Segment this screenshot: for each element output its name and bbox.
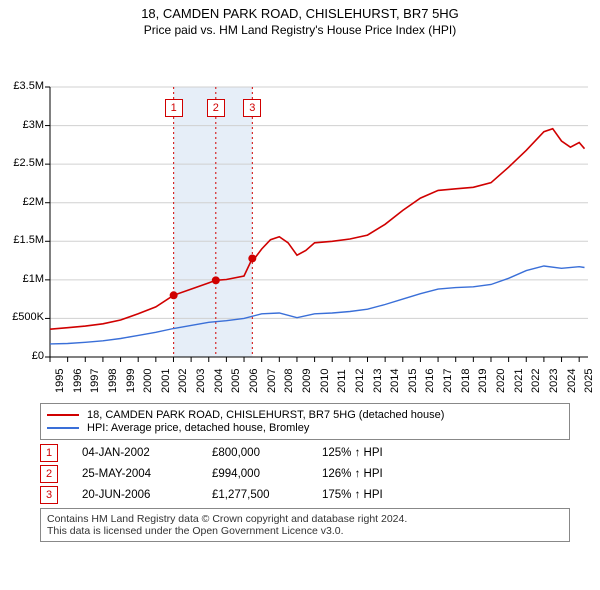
chart-area: £0 £500K £1M £1.5M £2M £2.5M £3M £3.5M 1995 1996 1… (0, 37, 600, 397)
sale-marker-badge: 2 (207, 99, 225, 117)
y-tick-label: £2M (0, 196, 44, 208)
x-tick-label: 2003 (195, 369, 207, 393)
x-tick-label: 1998 (107, 369, 119, 393)
sale-marker-badge: 3 (243, 99, 261, 117)
x-tick-label: 2008 (283, 369, 295, 393)
chart-title-address: 18, CAMDEN PARK ROAD, CHISLEHURST, BR7 5… (0, 6, 600, 21)
x-tick-label: 1997 (89, 369, 101, 393)
x-tick-label: 2004 (213, 369, 225, 393)
legend-label: 18, CAMDEN PARK ROAD, CHISLEHURST, BR7 5… (87, 409, 444, 421)
sale-marker-badge: 1 (165, 99, 183, 117)
x-tick-label: 2024 (566, 369, 578, 393)
sale-badge: 3 (40, 486, 58, 504)
sale-date: 20-JUN-2006 (82, 489, 212, 501)
y-tick-label: £3M (0, 119, 44, 131)
x-tick-label: 2013 (372, 369, 384, 393)
sale-row: 1 04-JAN-2002£800,000125% ↑ HPI (40, 444, 570, 462)
x-tick-label: 2002 (177, 369, 189, 393)
footer-line-1: Contains HM Land Registry data © Crown c… (47, 513, 563, 525)
footer-attribution: Contains HM Land Registry data © Crown c… (40, 508, 570, 542)
sale-price: £1,277,500 (212, 489, 322, 501)
x-tick-label: 2000 (142, 369, 154, 393)
sale-row: 3 20-JUN-2006£1,277,500175% ↑ HPI (40, 486, 570, 504)
x-tick-label: 2016 (424, 369, 436, 393)
x-tick-label: 2021 (513, 369, 525, 393)
sale-row: 2 25-MAY-2004£994,000126% ↑ HPI (40, 465, 570, 483)
sale-price: £800,000 (212, 447, 322, 459)
legend-label: HPI: Average price, detached house, Brom… (87, 422, 309, 434)
x-tick-label: 2020 (495, 369, 507, 393)
x-tick-label: 2010 (319, 369, 331, 393)
sale-badge: 2 (40, 465, 58, 483)
x-tick-label: 2015 (407, 369, 419, 393)
y-tick-label: £1M (0, 273, 44, 285)
x-tick-label: 2019 (477, 369, 489, 393)
x-tick-label: 2025 (583, 369, 595, 393)
x-tick-label: 2006 (248, 369, 260, 393)
sale-pct: 125% ↑ HPI (322, 447, 432, 459)
y-tick-label: £3.5M (0, 80, 44, 92)
x-tick-label: 2017 (442, 369, 454, 393)
y-tick-label: £500K (0, 311, 44, 323)
x-tick-label: 2009 (301, 369, 313, 393)
chart-svg (0, 37, 600, 397)
y-tick-label: £1.5M (0, 234, 44, 246)
page: 18, CAMDEN PARK ROAD, CHISLEHURST, BR7 5… (0, 0, 600, 542)
x-tick-label: 2007 (266, 369, 278, 393)
x-tick-label: 2023 (548, 369, 560, 393)
x-tick-label: 1996 (72, 369, 84, 393)
sale-date: 04-JAN-2002 (82, 447, 212, 459)
footer-line-2: This data is licensed under the Open Gov… (47, 525, 563, 537)
x-tick-label: 2018 (460, 369, 472, 393)
x-tick-label: 2022 (530, 369, 542, 393)
legend-swatch (47, 427, 79, 429)
chart-titles: 18, CAMDEN PARK ROAD, CHISLEHURST, BR7 5… (0, 0, 600, 37)
x-tick-label: 1995 (54, 369, 66, 393)
sale-date: 25-MAY-2004 (82, 468, 212, 480)
x-tick-label: 2005 (230, 369, 242, 393)
y-tick-label: £0 (0, 350, 44, 362)
y-tick-label: £2.5M (0, 157, 44, 169)
x-tick-label: 2014 (389, 369, 401, 393)
x-tick-label: 2011 (336, 369, 348, 393)
sale-pct: 175% ↑ HPI (322, 489, 432, 501)
legend-item: 18, CAMDEN PARK ROAD, CHISLEHURST, BR7 5… (47, 409, 563, 421)
sales-table: 1 04-JAN-2002£800,000125% ↑ HPI 2 25-MAY-20… (40, 444, 570, 504)
legend-swatch (47, 414, 79, 416)
legend-item: HPI: Average price, detached house, Brom… (47, 422, 563, 434)
x-tick-label: 2001 (160, 369, 172, 393)
sale-price: £994,000 (212, 468, 322, 480)
x-tick-label: 1999 (125, 369, 137, 393)
legend: 18, CAMDEN PARK ROAD, CHISLEHURST, BR7 5… (40, 403, 570, 440)
sale-pct: 126% ↑ HPI (322, 468, 432, 480)
sale-badge: 1 (40, 444, 58, 462)
chart-title-subtitle: Price paid vs. HM Land Registry's House … (0, 23, 600, 37)
x-tick-label: 2012 (354, 369, 366, 393)
